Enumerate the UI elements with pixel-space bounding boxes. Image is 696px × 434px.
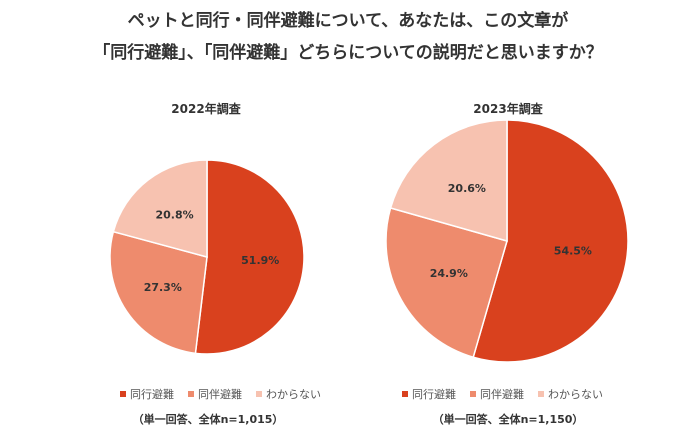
pie-2023-label-unknown: 20.6%	[448, 182, 486, 195]
pie-2023-slice-same-trip	[472, 119, 629, 363]
legend-item-same-trip: 同行避難	[120, 386, 174, 402]
pie-2022-slice-unknown	[112, 159, 208, 258]
legend-swatch-accompany	[470, 391, 476, 397]
figure-title-line-2: 「同行避難」、「同伴避難」どちらについての説明だと思いますか？	[93, 43, 603, 63]
pie-2023-slice-unknown	[389, 119, 508, 242]
pie-2022-slice-accompany	[109, 230, 208, 355]
legend-swatch-unknown	[256, 391, 262, 397]
chart-2022-legend: 同行避難 同伴避難 わからない	[120, 386, 335, 402]
pie-2022-label-accompany: 27.3%	[144, 281, 182, 294]
pie-2022-label-same-trip: 51.9%	[241, 254, 279, 267]
legend-item-unknown: わからない	[256, 386, 321, 402]
chart-2023-title: 2023年調査	[473, 102, 543, 116]
chart-2022-title: 2022年調査	[171, 102, 241, 116]
legend-label-unknown: わからない	[548, 388, 603, 401]
legend-swatch-same-trip	[120, 391, 126, 397]
chart-2023-legend: 同行避難 同伴避難 わからない	[402, 386, 617, 402]
legend-label-accompany: 同伴避難	[480, 388, 524, 401]
legend-swatch-accompany	[188, 391, 194, 397]
legend-label-same-trip: 同行避難	[130, 388, 174, 401]
chart-2023-sample-note: （単一回答、全体n=1,150）	[432, 413, 584, 426]
pie-2023-label-accompany: 24.9%	[430, 267, 468, 280]
legend-label-unknown: わからない	[266, 388, 321, 401]
pie-2022-label-unknown: 20.8%	[155, 209, 193, 222]
legend-item-unknown: わからない	[538, 386, 603, 402]
figure-title-line-1: ペットと同行・同伴避難について、あなたは、この文章が	[127, 11, 569, 31]
legend-item-accompany: 同伴避難	[188, 386, 242, 402]
pie-2023-label-same-trip: 54.5%	[554, 244, 592, 257]
legend-item-same-trip: 同行避難	[402, 386, 456, 402]
pie-2022-slice-same-trip	[194, 159, 305, 355]
legend-swatch-unknown	[538, 391, 544, 397]
legend-label-accompany: 同伴避難	[198, 388, 242, 401]
legend-item-accompany: 同伴避難	[470, 386, 524, 402]
legend-label-same-trip: 同行避難	[412, 388, 456, 401]
chart-2022-sample-note: （単一回答、全体n=1,015）	[132, 413, 284, 426]
legend-swatch-same-trip	[402, 391, 408, 397]
pie-2023-slice-accompany	[385, 207, 508, 359]
